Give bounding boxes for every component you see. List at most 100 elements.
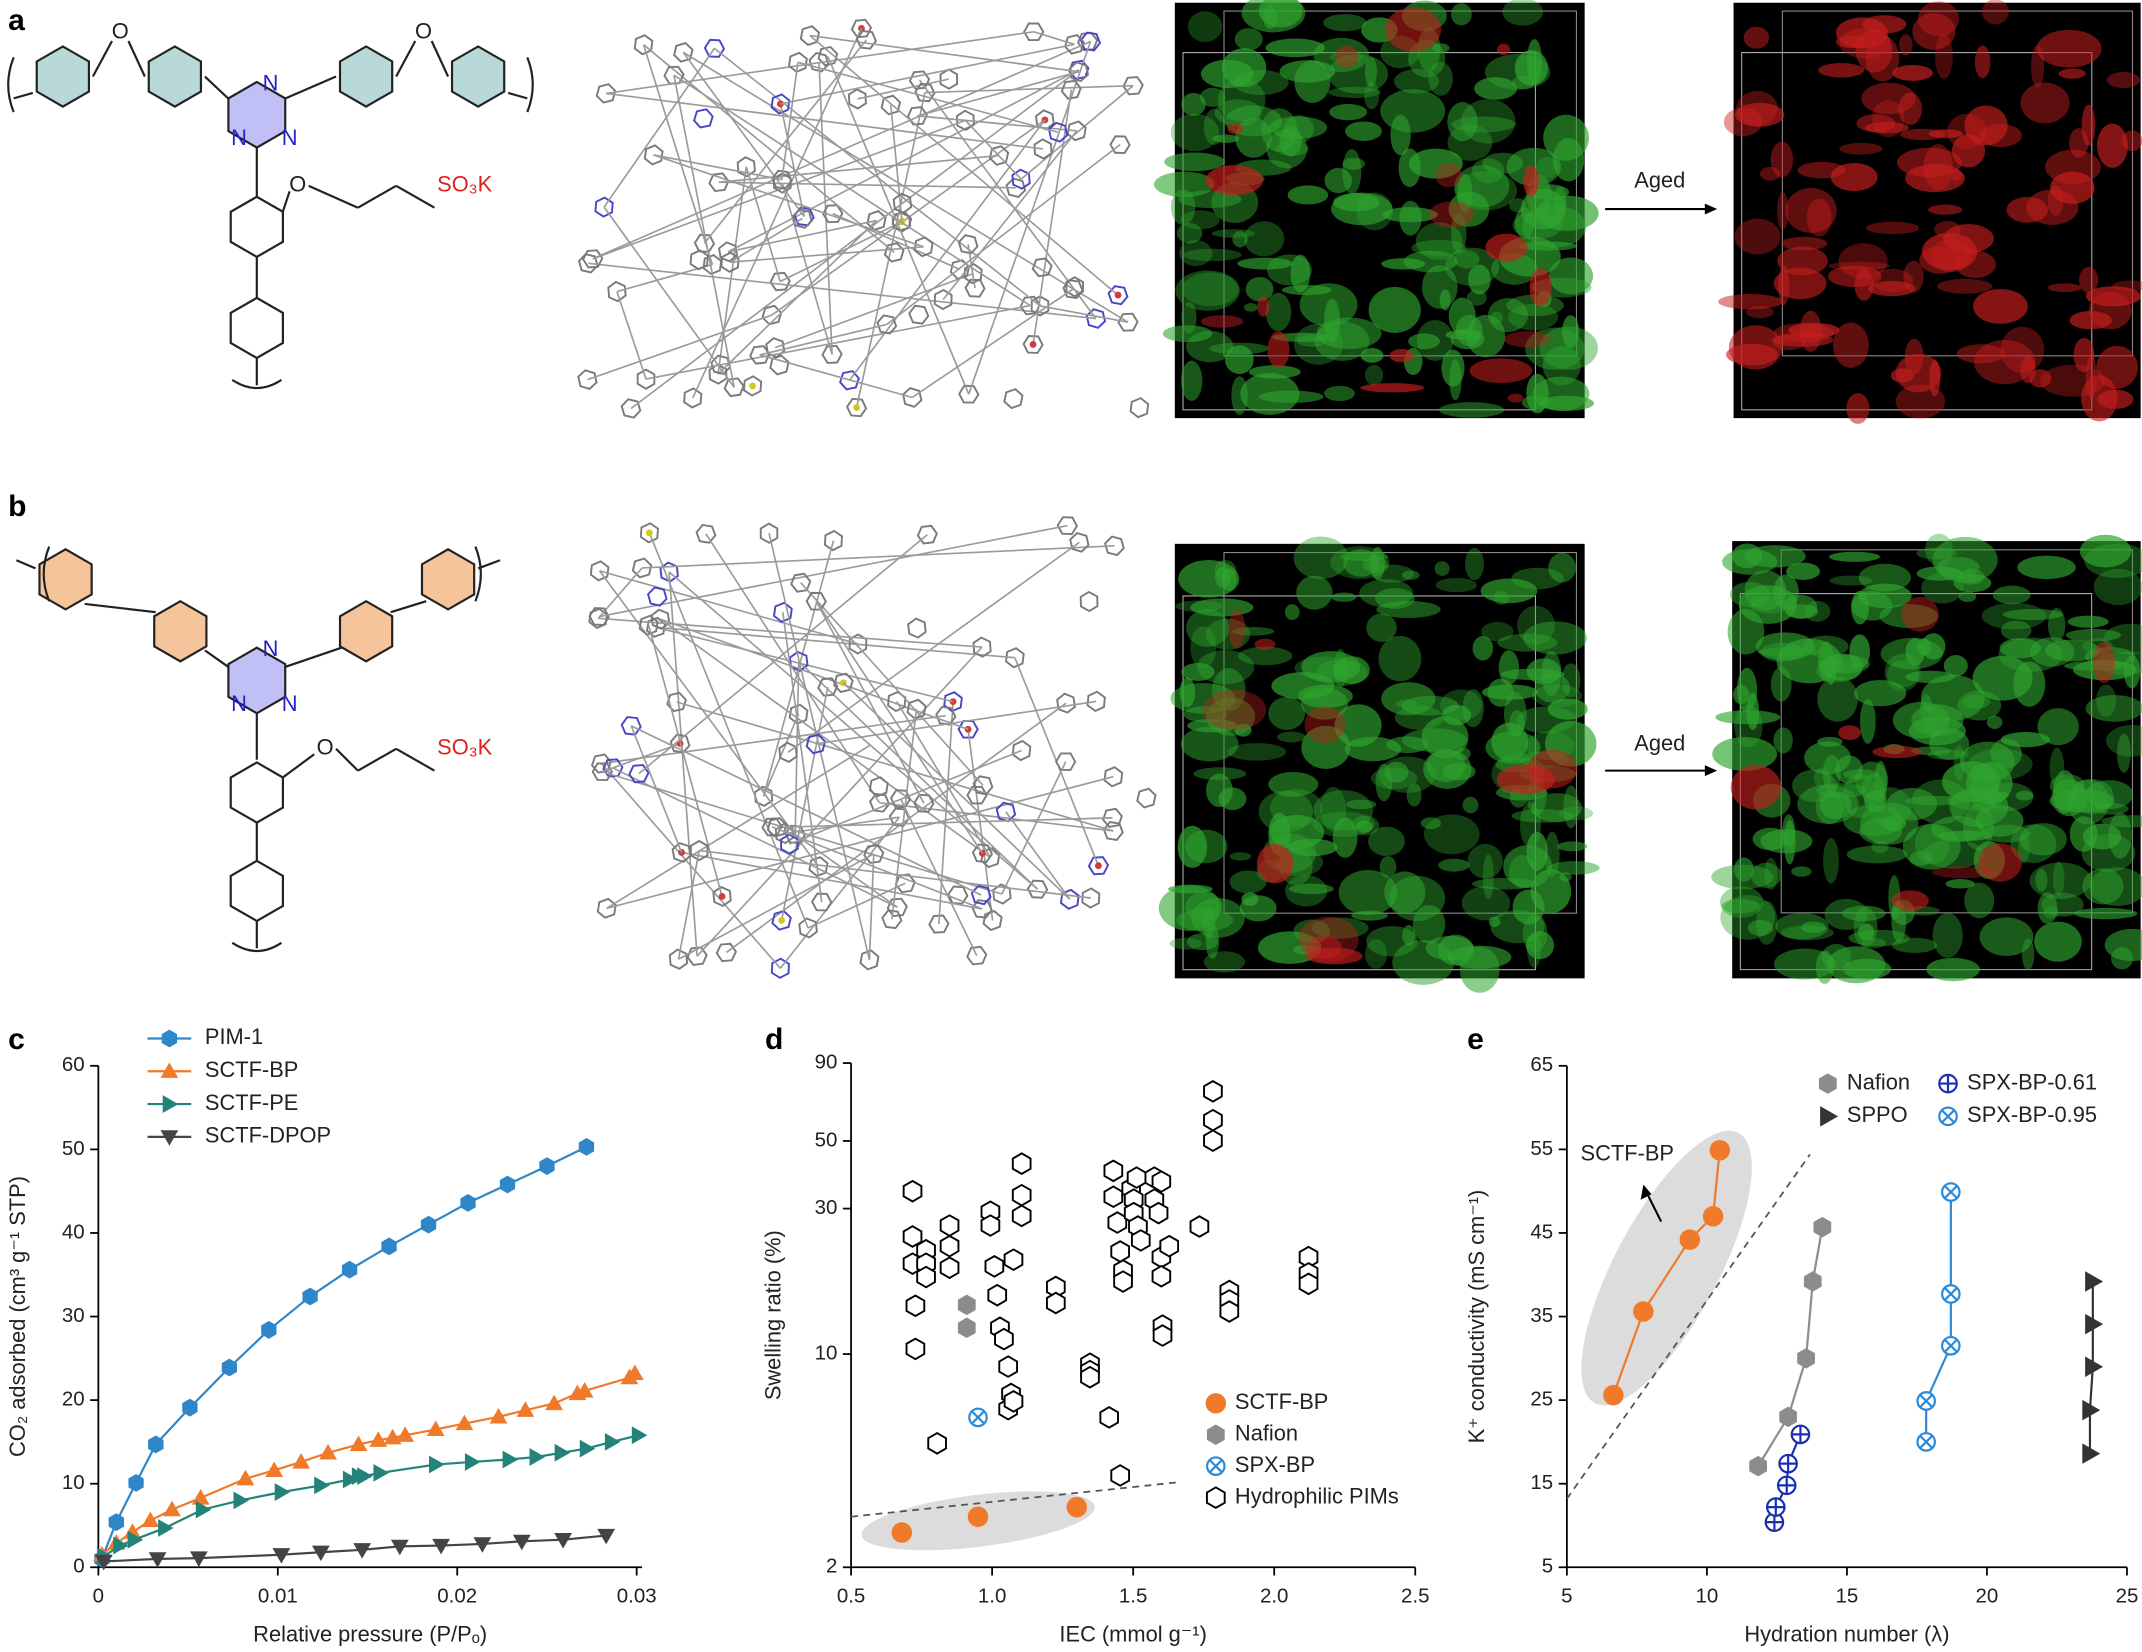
density-blob [1394,69,1440,94]
density-blob [1342,149,1362,195]
marker [1107,1211,1128,1234]
density-blob [1928,204,1963,215]
marker [160,1062,179,1078]
marker-shape [189,1551,208,1567]
model-bond [782,612,823,903]
model-bond [655,626,954,703]
marker [1113,1270,1133,1293]
density-blob [1999,638,2041,659]
marker-shape [311,1545,330,1562]
density-blob [2037,892,2058,924]
density-blob [1536,156,1558,179]
density-blob [2103,623,2142,655]
density-blob [1964,105,2008,146]
density-blob [1205,165,1263,196]
model-ring [1103,766,1124,788]
marker [1749,1455,1768,1477]
density-blob [1471,158,1505,183]
marker [148,1435,164,1454]
density-blob [1329,103,1368,121]
marker [1011,1152,1032,1175]
density-blob [1864,122,1909,134]
density-blob [1238,646,1293,666]
marker-shape [432,1538,450,1555]
model-bond [779,221,902,283]
model-bond [918,79,1097,320]
density-blob [1202,689,1267,731]
marker-shape [971,1410,985,1425]
marker-shape [1148,1201,1169,1225]
model-atom [645,529,653,537]
arrow-head [1704,765,1718,777]
density-blob [1379,856,1397,878]
aged-arrows: Aged Aged [1605,167,1718,777]
marker-shape [314,1476,330,1495]
density-blob [1721,899,1760,914]
density-blob [1525,931,1555,960]
model-ring [671,841,692,863]
model-bond [717,219,878,375]
atom-label: O [415,19,432,44]
density-blob [1447,124,1493,161]
density-blob [2079,534,2132,568]
model-ring [1122,76,1144,96]
density-blob [1539,326,1598,370]
density-blob [1871,268,1914,293]
density-blob [1371,564,1415,583]
density-blob [1423,814,1480,855]
density-blob [1839,28,1891,59]
density-blob [1732,543,1763,569]
marker [383,1428,402,1445]
model-ring [887,690,907,713]
marker-shape [1219,1300,1240,1323]
ring [229,761,285,824]
marker [1011,1204,1032,1228]
model-ring [799,25,821,47]
model-ring [1004,647,1025,669]
legend-label: SCTF-PE [205,1090,298,1115]
density-blob [1843,804,1904,837]
model-ring [1065,276,1084,298]
density-blob [1176,908,1233,932]
model-bond [889,104,903,222]
density-blob [1187,11,1223,43]
model-bond [592,119,966,260]
density-blob [2000,620,2032,641]
density-blob [1529,268,1552,307]
marker-shape [539,1157,555,1175]
atom-label: N [282,125,298,150]
model-ring [668,948,689,970]
marker [1203,1129,1223,1153]
density-blob [1959,741,2016,782]
marker-shape [1803,1271,1822,1292]
model-ring [1129,397,1150,419]
density-blob [1733,857,1754,882]
marker-shape [455,1414,474,1431]
density-blob [1950,170,1962,181]
model-ring [620,716,642,736]
density-blob [1185,891,1223,922]
model-bond [1020,85,1134,180]
model-ring [1068,61,1089,83]
density-blob [1261,108,1298,152]
bond [127,40,146,77]
density-blob [1861,937,1886,949]
density-blob [1978,843,2022,882]
marker-shape [1820,1106,1839,1127]
density-blob [1472,635,1494,661]
model-ring [868,776,889,798]
density-blob [1511,567,1564,590]
density-blob [1514,50,1549,86]
density-blob [1212,134,1240,143]
density-blob [1345,799,1377,810]
model-bond [924,84,1134,94]
density-blob [1245,276,1274,302]
density-blob [1921,572,1964,604]
model-bond [645,304,1031,380]
density-blob [2031,45,2045,88]
model-ring [1005,177,1027,199]
density-blob [1909,851,1932,866]
density-blob [1304,706,1346,744]
marker [604,1433,621,1451]
density-blob [1467,843,1503,879]
